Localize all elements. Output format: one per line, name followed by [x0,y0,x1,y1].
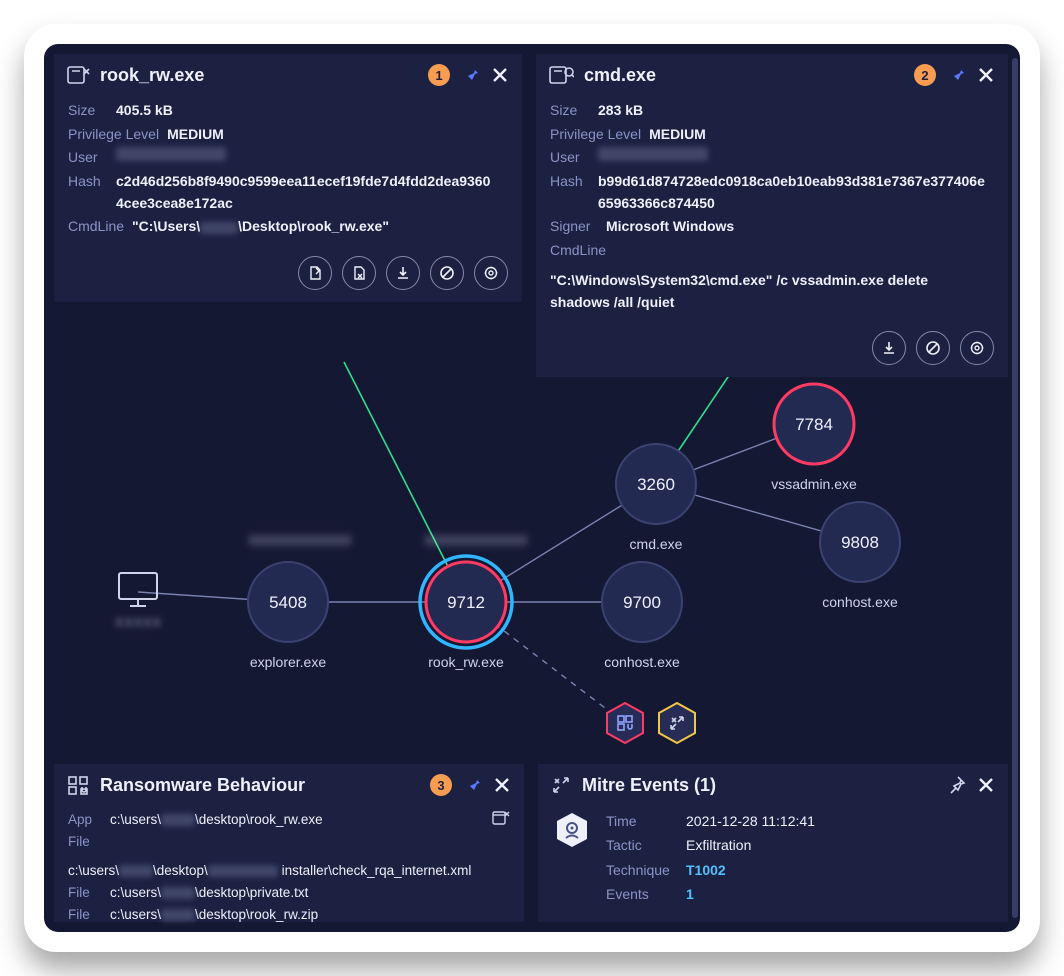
panel2-title: cmd.exe [584,65,656,86]
user-redacted [598,147,708,161]
svg-text:3260: 3260 [637,475,675,494]
node-label: cmd.exe [630,536,683,552]
process-node[interactable]: 9700 [602,562,682,642]
event-hex-icon [552,810,592,908]
user-label: User [550,147,590,169]
node-label: vssadmin.exe [771,476,857,492]
settings-button[interactable] [960,331,994,365]
download-button[interactable] [872,331,906,365]
settings-button[interactable] [474,256,508,290]
process-node[interactable]: 9808 [820,502,900,582]
row-key: File [68,905,102,925]
redacted-label: XXXXXXXXXXX [425,532,528,548]
process-node[interactable]: 5408 [248,562,328,642]
time-value: 2021-12-28 11:12:41 [686,810,815,832]
row-key: App [68,810,102,830]
signer-value: Microsoft Windows [606,216,734,238]
process-panel-1: rook_rw.exe 1 Size 405.5 kB Privilege Lev… [54,54,522,302]
hash-value: b99d61d874728edc0918ca0eb10eab93d381e736… [598,171,988,214]
mitre-panel: Mitre Events (1) Time 2021-12-28 11:12:41… [538,764,1008,922]
size-label: Size [68,100,108,122]
priv-label: Privilege Level [68,124,159,146]
size-value: 283 kB [598,100,643,122]
tech-value[interactable]: T1002 [686,859,726,881]
panel4-title: Mitre Events (1) [582,775,716,796]
pin-icon[interactable] [460,65,480,85]
time-label: Time [606,810,678,832]
priv-value: MEDIUM [167,124,224,146]
user-label: User [68,147,108,169]
vertical-scrollbar[interactable] [1012,58,1018,918]
svg-text:5408: 5408 [269,593,307,612]
panel1-badge: 1 [428,64,450,86]
row-val: c:\users\\desktop\rook_rw.exe [110,810,484,830]
row-val: c:\users\\desktop\private.txt [110,883,308,903]
pin-icon[interactable] [462,775,482,795]
row-val: c:\users\\desktop\rook_rw.zip [110,905,318,925]
svg-text:9808: 9808 [841,533,879,552]
node-label: conhost.exe [604,654,680,670]
svg-text:9712: 9712 [447,593,485,612]
close-icon[interactable] [492,775,512,795]
ransomware-icon [66,774,90,796]
cmd-label: CmdLine [550,240,606,262]
ransomware-hex-icon[interactable] [602,700,648,746]
process-node[interactable]: 9712 [420,556,512,648]
download-button[interactable] [386,256,420,290]
pin-icon[interactable] [946,65,966,85]
svg-text:9700: 9700 [623,593,661,612]
host-label: XXXXX [114,614,162,630]
priv-label: Privilege Level [550,124,641,146]
tech-label: Technique [606,859,678,881]
block-button[interactable] [430,256,464,290]
row-key: File [68,883,102,903]
process-node[interactable]: 7784 [774,384,854,464]
redacted-label: XXXXXXXXXXX [249,532,352,548]
size-value: 405.5 kB [116,100,173,122]
cmd-value: "C:\Windows\System32\cmd.exe" /c vssadmi… [550,270,930,313]
canvas-viewport: 5408 9712 9700 3260 7784 9808 XXXXXXXXXXX XXX… [44,44,1020,932]
panel1-title: rook_rw.exe [100,65,204,86]
hash-value: c2d46d256b8f9490c9599eea11ecef19fde7d4fd… [116,171,496,214]
close-icon[interactable] [976,775,996,795]
close-icon[interactable] [490,65,510,85]
ransomware-panel: Ransomware Behaviour 3 App c:\users\\des… [54,764,524,922]
tactic-label: Tactic [606,834,678,856]
process-icon [66,64,90,86]
size-label: Size [550,100,590,122]
svg-text:7784: 7784 [795,415,833,434]
rounded-frame: 5408 9712 9700 3260 7784 9808 XXXXXXXXXXX XXX… [24,24,1040,952]
delete-file-button[interactable] [342,256,376,290]
process-node[interactable]: 3260 [616,444,696,524]
hash-label: Hash [550,171,590,214]
node-label: explorer.exe [250,654,326,670]
panel3-title: Ransomware Behaviour [100,775,305,796]
close-icon[interactable] [976,65,996,85]
events-value[interactable]: 1 [686,883,694,905]
cmd-value: "C:\Users\\Desktop\rook_rw.exe" [132,216,389,238]
process-panel-2: cmd.exe 2 Size 283 kB Privilege Level MEDI… [536,54,1008,377]
node-label: rook_rw.exe [428,654,503,670]
row-key: File [68,832,102,852]
node-label: conhost.exe [822,594,898,610]
pin-icon[interactable] [946,775,966,795]
row-val: c:\users\\desktop\ installer\check_rqa_i… [68,861,471,881]
hash-label: Hash [68,171,108,214]
user-redacted [116,147,226,161]
window-x-icon[interactable] [492,810,510,826]
host-icon [116,570,160,610]
priv-value: MEDIUM [649,124,706,146]
process-icon [548,64,574,86]
tactic-value: Exfiltration [686,834,751,856]
export-button[interactable] [298,256,332,290]
events-label: Events [606,883,678,905]
panel3-badge: 3 [430,774,452,796]
cmd-label: CmdLine [68,216,124,238]
signer-label: Signer [550,216,598,238]
mitre-icon [550,774,572,796]
panel2-badge: 2 [914,64,936,86]
mitre-hex-icon[interactable] [654,700,700,746]
block-button[interactable] [916,331,950,365]
